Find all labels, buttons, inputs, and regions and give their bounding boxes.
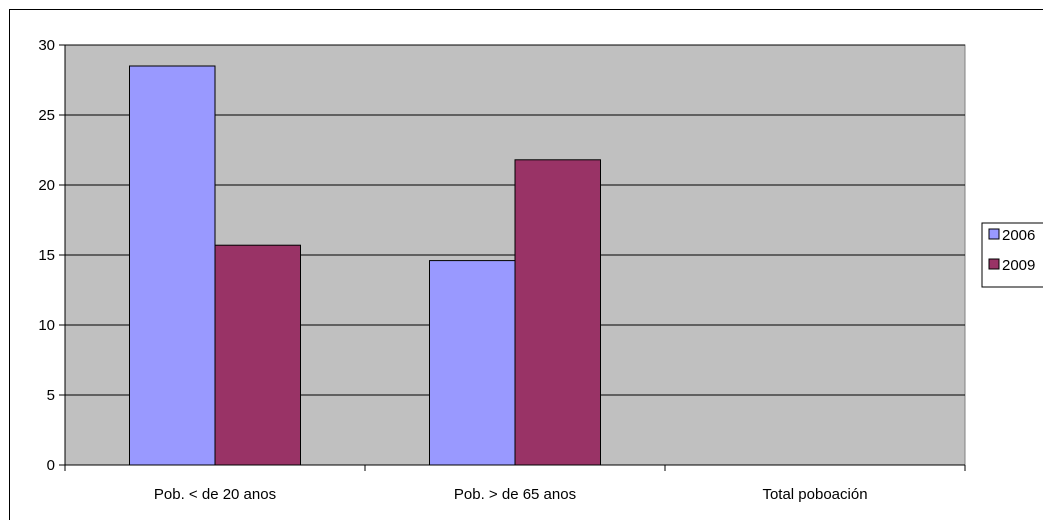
y-tick-label: 10 bbox=[38, 317, 55, 334]
chart-frame: 0 5 10 15 20 25 30 Pob. < de 20 anos Pob. > de 6… bbox=[9, 9, 1043, 520]
y-tick-label: 0 bbox=[47, 457, 55, 474]
y-tick-label: 5 bbox=[47, 387, 55, 404]
bar-chart: 0 5 10 15 20 25 30 Pob. < de 20 anos Pob. > de 6… bbox=[38, 37, 1043, 503]
axes bbox=[59, 44, 966, 471]
bar-2009 bbox=[214, 244, 301, 466]
y-tick-label: 15 bbox=[38, 247, 55, 264]
legend: 2006 2009 bbox=[981, 222, 1043, 288]
bar-2006 bbox=[129, 65, 216, 466]
legend-label: 2009 bbox=[1002, 257, 1035, 274]
tick-labels: 0 5 10 15 20 25 30 Pob. < de 20 anos Pob. > de 6… bbox=[38, 37, 867, 503]
bar-2009 bbox=[514, 159, 601, 466]
bars bbox=[129, 65, 601, 466]
y-tick-label: 20 bbox=[38, 177, 55, 194]
y-tick-label: 25 bbox=[38, 107, 55, 124]
legend-swatch-2009 bbox=[988, 258, 1000, 270]
bar-2006 bbox=[429, 260, 516, 466]
legend-label: 2006 bbox=[1002, 227, 1035, 244]
x-tick-label: Pob. > de 65 anos bbox=[454, 486, 576, 503]
y-tick-label: 30 bbox=[38, 37, 55, 54]
x-tick-label: Pob. < de 20 anos bbox=[154, 486, 276, 503]
legend-swatch-2006 bbox=[988, 228, 1000, 240]
x-tick-label: Total poboación bbox=[762, 486, 867, 503]
